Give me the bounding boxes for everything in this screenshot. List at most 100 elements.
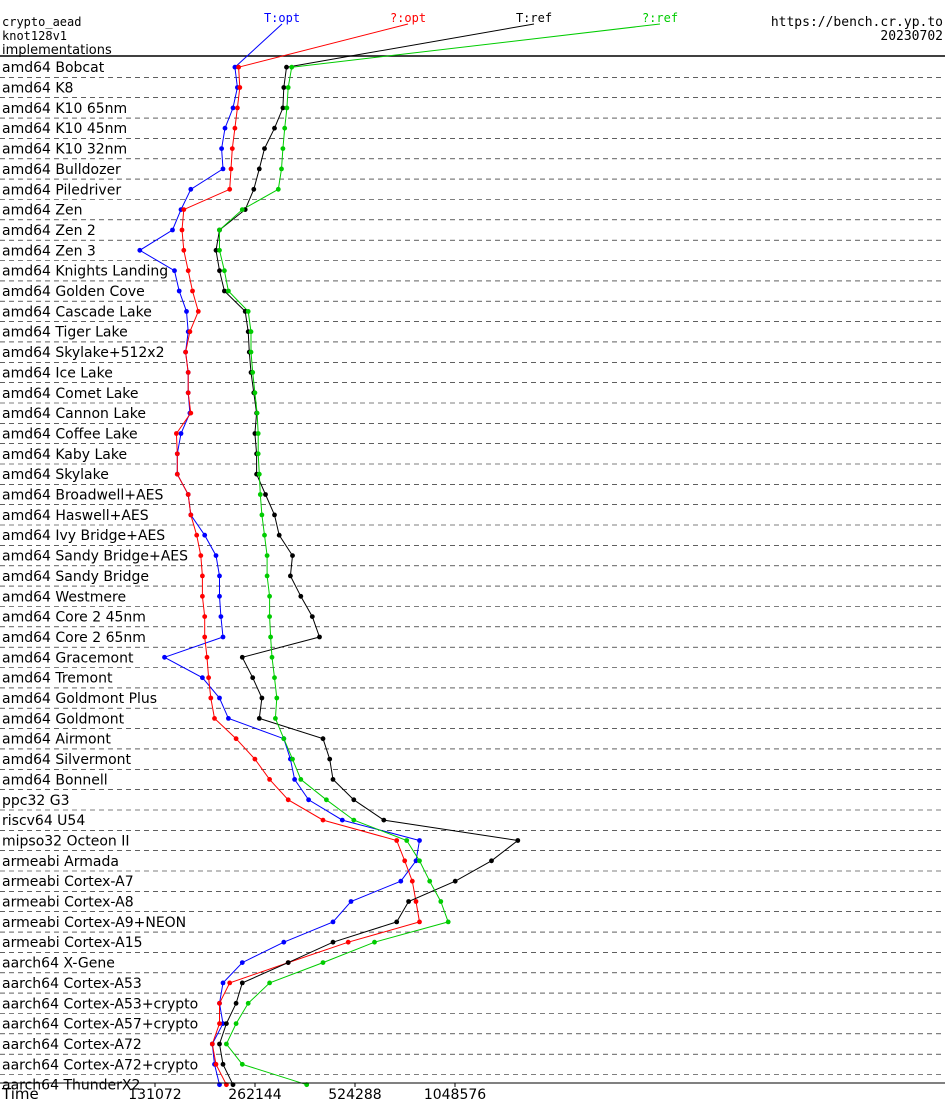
data-point bbox=[309, 614, 315, 619]
row-label: amd64 Piledriver bbox=[2, 182, 121, 198]
row-label: amd64 Cascade Lake bbox=[2, 304, 152, 320]
data-point bbox=[217, 227, 222, 233]
data-point bbox=[184, 309, 189, 314]
data-point bbox=[413, 858, 419, 864]
row-label: amd64 K8 bbox=[2, 81, 73, 97]
data-point bbox=[174, 471, 180, 477]
benchmark-date: 20230702 bbox=[880, 29, 943, 44]
data-point bbox=[351, 797, 357, 803]
data-point bbox=[269, 654, 275, 660]
row-label: amd64 Tremont bbox=[2, 671, 113, 687]
data-point bbox=[252, 390, 258, 396]
data-point bbox=[264, 573, 270, 579]
row-label: amd64 Bulldozer bbox=[2, 162, 121, 178]
row-label: amd64 K10 32nm bbox=[2, 142, 127, 158]
data-point bbox=[280, 105, 286, 111]
data-point bbox=[174, 451, 180, 457]
data-point bbox=[330, 939, 336, 945]
data-point bbox=[264, 553, 270, 558]
data-point bbox=[202, 532, 208, 538]
data-point bbox=[227, 980, 233, 986]
data-point bbox=[285, 960, 291, 965]
data-point bbox=[213, 1061, 219, 1067]
data-point bbox=[276, 532, 282, 538]
row-label: amd64 Skylake+512x2 bbox=[2, 345, 164, 361]
data-point bbox=[259, 695, 265, 701]
data-point bbox=[224, 1021, 229, 1026]
data-point bbox=[217, 247, 222, 253]
data-point bbox=[320, 817, 326, 823]
data-point bbox=[254, 410, 260, 416]
data-point bbox=[220, 634, 226, 640]
data-point bbox=[217, 1000, 222, 1006]
legend-connector bbox=[286, 23, 535, 68]
data-point bbox=[188, 512, 194, 518]
data-point bbox=[275, 186, 281, 192]
series-points bbox=[137, 64, 521, 1088]
data-point bbox=[259, 512, 265, 518]
data-point bbox=[289, 64, 295, 70]
data-point bbox=[348, 899, 354, 904]
data-point bbox=[280, 146, 286, 152]
x-tick-label: 1048576 bbox=[424, 1087, 486, 1103]
legend-connector bbox=[291, 23, 661, 68]
data-point bbox=[284, 64, 289, 70]
data-point bbox=[217, 695, 222, 701]
row-label: ppc32 G3 bbox=[2, 793, 70, 809]
data-point bbox=[417, 858, 422, 864]
row-label: aarch64 Cortex-A57+crypto bbox=[2, 1017, 198, 1033]
data-point bbox=[257, 492, 263, 497]
legend-connector bbox=[234, 23, 283, 68]
source-url[interactable]: https://bench.cr.yp.to bbox=[771, 15, 943, 30]
data-point bbox=[217, 1041, 222, 1047]
row-label: amd64 K10 65nm bbox=[2, 101, 127, 117]
row-label: amd64 Skylake bbox=[2, 467, 109, 483]
data-point bbox=[194, 532, 200, 538]
row-label: armeabi Cortex-A9+NEON bbox=[2, 915, 186, 931]
data-point bbox=[217, 593, 222, 599]
data-point bbox=[222, 268, 227, 274]
row-label: amd64 Sandy Bridge+AES bbox=[2, 549, 188, 565]
data-point bbox=[285, 85, 291, 90]
data-point bbox=[185, 492, 191, 497]
legend-label: ?:ref bbox=[642, 11, 678, 25]
data-point bbox=[228, 166, 234, 172]
row-labels: amd64 Bobcat amd64 K8 amd64 K10 65nm amd64 … bbox=[0, 60, 945, 1094]
data-point bbox=[185, 390, 191, 396]
row-label: amd64 K10 45nm bbox=[2, 121, 127, 137]
row-label: aarch64 X-Gene bbox=[2, 956, 115, 972]
row-label: aarch64 Cortex-A72 bbox=[2, 1037, 142, 1053]
data-point bbox=[251, 186, 257, 192]
row-label: amd64 Zen 2 bbox=[2, 223, 96, 239]
data-point bbox=[306, 797, 311, 803]
row-label: armeabi Cortex-A7 bbox=[2, 874, 134, 890]
data-point bbox=[272, 512, 277, 518]
data-point bbox=[181, 247, 187, 253]
row-label: armeabi Armada bbox=[2, 854, 119, 870]
data-point bbox=[220, 1021, 226, 1026]
data-point bbox=[222, 125, 228, 131]
data-point bbox=[417, 838, 422, 843]
data-point bbox=[255, 431, 261, 436]
data-point bbox=[262, 532, 267, 538]
data-point bbox=[281, 939, 287, 945]
data-point bbox=[232, 64, 238, 70]
data-point bbox=[209, 1041, 215, 1047]
row-label: aarch64 Cortex-A72+crypto bbox=[2, 1057, 198, 1073]
data-point bbox=[220, 1061, 226, 1067]
data-point bbox=[204, 654, 210, 660]
data-point bbox=[345, 939, 351, 945]
row-label: armeabi Cortex-A8 bbox=[2, 895, 134, 911]
row-label: armeabi Cortex-A15 bbox=[2, 935, 143, 951]
data-point bbox=[200, 593, 205, 599]
data-point bbox=[239, 960, 245, 965]
legend-connector bbox=[238, 23, 409, 68]
data-point bbox=[137, 247, 143, 253]
data-point bbox=[237, 85, 243, 90]
data-point bbox=[292, 777, 297, 782]
data-point bbox=[452, 878, 458, 884]
row-label: amd64 Golden Cove bbox=[2, 284, 145, 300]
legend-label: T:ref bbox=[516, 11, 552, 25]
legend-label: ?:opt bbox=[390, 11, 426, 25]
row-label: amd64 Zen bbox=[2, 203, 82, 219]
